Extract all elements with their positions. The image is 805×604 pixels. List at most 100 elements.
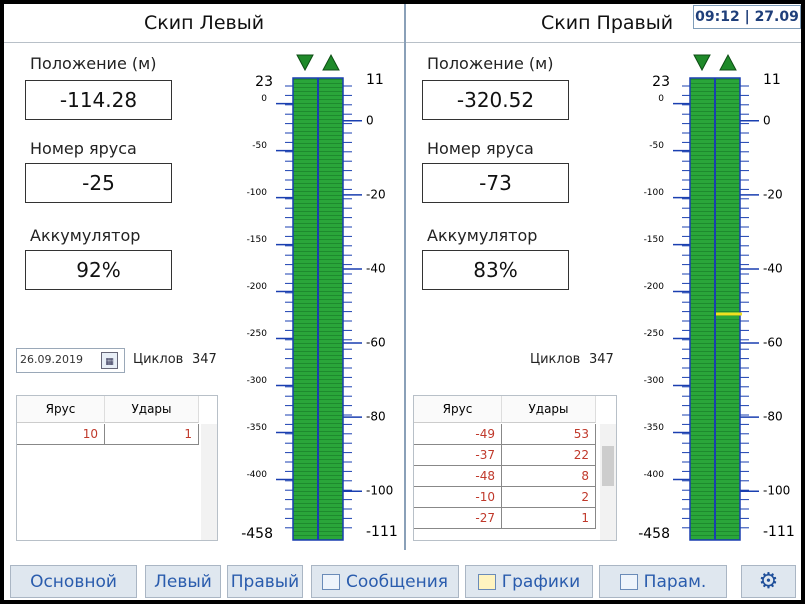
table-cell: 53	[502, 424, 596, 445]
scale-label: -350	[247, 423, 268, 433]
nav-text: Левый	[154, 571, 212, 592]
clock: 09:12 | 27.09	[693, 5, 801, 29]
scale-label: -40	[763, 261, 783, 275]
scale-label: -200	[247, 282, 268, 292]
scale-label: 0	[658, 94, 664, 104]
nav-button[interactable]: Основной	[10, 565, 137, 598]
table-cell: 1	[105, 424, 199, 445]
table-header: Ярус	[414, 396, 502, 423]
nav-icon	[477, 573, 496, 590]
field-value: 83%	[422, 250, 569, 290]
table-cell: 22	[502, 445, 596, 466]
nav-text: Правый	[230, 571, 300, 592]
table-cell: 1	[502, 508, 596, 529]
scale-bottom: -111	[366, 524, 398, 540]
scale-top: 23	[255, 74, 273, 90]
scale-label: -20	[763, 187, 783, 201]
field-label: Положение (м)	[30, 54, 157, 73]
up-arrow	[322, 53, 340, 71]
field-label: Аккумулятор	[427, 226, 538, 245]
scale-label: -300	[644, 376, 665, 386]
cycles-value: 347	[589, 352, 614, 367]
table-cell: -49	[414, 424, 502, 445]
scale-label: -150	[247, 235, 268, 245]
scale-label: 0	[261, 94, 267, 104]
table-cell: -48	[414, 466, 502, 487]
scale-bottom: -458	[638, 526, 670, 542]
scale-label: -60	[763, 336, 783, 350]
table-cell: -10	[414, 487, 502, 508]
nav-button[interactable]: Левый	[145, 565, 221, 598]
app: 09:12 | 27.09 Скип Левый Положение (м) -11…	[4, 4, 801, 600]
gauge: 23 -458 0 -50 -100 -150 -200 -250 -300 -350 -40 0 11…	[638, 53, 795, 542]
down-arrow	[296, 54, 314, 72]
scale-bottom: -458	[241, 526, 273, 542]
scale-label: -100	[366, 484, 393, 498]
scale-label: -250	[247, 329, 268, 339]
scale-label: -50	[649, 141, 664, 151]
table-header: Ярус	[17, 396, 105, 423]
nav-text: Графики	[501, 571, 581, 592]
scale-top: 23	[652, 74, 670, 90]
nav-button[interactable]: Парам.	[599, 565, 727, 598]
cycles-value: 347	[192, 352, 217, 367]
hits-table: Ярус Удары 10 1	[16, 395, 218, 541]
gauge: 23-4580-50-100-150-200-250-300-350-40011…	[241, 53, 398, 542]
scale-label: -100	[644, 188, 665, 198]
panel-title: Скип Правый	[541, 12, 674, 34]
scale-label: -200	[644, 282, 665, 292]
nav-icon	[321, 573, 340, 590]
scale-bottom: -111	[763, 524, 795, 540]
scale-label: -80	[366, 410, 386, 424]
nav-button[interactable]: Сообщения	[311, 565, 459, 598]
field-value: -114.28	[25, 80, 172, 120]
up-arrow	[719, 53, 737, 71]
field-value: -73	[422, 163, 569, 203]
scale-label: -40	[366, 261, 386, 275]
field-label: Номер яруса	[30, 139, 137, 158]
date-text: 26.09.2019	[20, 353, 83, 366]
scale-label: -80	[763, 410, 783, 424]
scale-label: -60	[366, 336, 386, 350]
table-cell: 8	[502, 466, 596, 487]
scale-label: -20	[366, 187, 386, 201]
settings-button[interactable]: ⚙	[741, 565, 796, 598]
scale-label: -400	[247, 470, 268, 480]
nav-text: Сообщения	[345, 571, 449, 592]
scale-label: -100	[763, 484, 790, 498]
scale-label: -100	[247, 188, 268, 198]
field-value: -25	[25, 163, 172, 203]
cycles-label: Циклов	[133, 352, 184, 367]
divider	[404, 4, 406, 550]
scale-label: -300	[247, 376, 268, 386]
cycles-label: Циклов	[530, 352, 581, 367]
panel-title: Скип Левый	[144, 12, 265, 34]
scale-label: 0	[366, 113, 374, 127]
field-value: 92%	[25, 250, 172, 290]
hits-table: Ярус Удары -49 53 -37 22 -48 8 -10 2 -27 1	[413, 395, 617, 541]
scrollbar[interactable]	[201, 424, 217, 540]
table-cell: 10	[17, 424, 105, 445]
field-label: Аккумулятор	[30, 226, 141, 245]
scale-label: -250	[644, 329, 665, 339]
scale-label: -350	[644, 423, 665, 433]
scrollbar[interactable]	[600, 424, 616, 540]
scale-label: -150	[644, 235, 665, 245]
nav-button[interactable]: Графики	[465, 565, 593, 598]
date-picker[interactable]: 26.09.2019 ▦	[16, 348, 125, 373]
down-arrow	[693, 54, 711, 72]
scale-label: 0	[763, 113, 771, 127]
table-header: Удары	[105, 396, 199, 423]
nav-text: Основной	[30, 571, 117, 592]
scale-top: 11	[366, 72, 384, 88]
scroll-thumb[interactable]	[602, 446, 614, 486]
field-label: Номер яруса	[427, 139, 534, 158]
nav-text: Парам.	[643, 571, 707, 592]
nav-button[interactable]: Правый	[227, 565, 303, 598]
header-line	[4, 42, 801, 43]
nav-icon	[619, 573, 638, 590]
table-cell: -37	[414, 445, 502, 466]
calendar-icon[interactable]: ▦	[101, 352, 118, 369]
scale-top: 11	[763, 72, 781, 88]
